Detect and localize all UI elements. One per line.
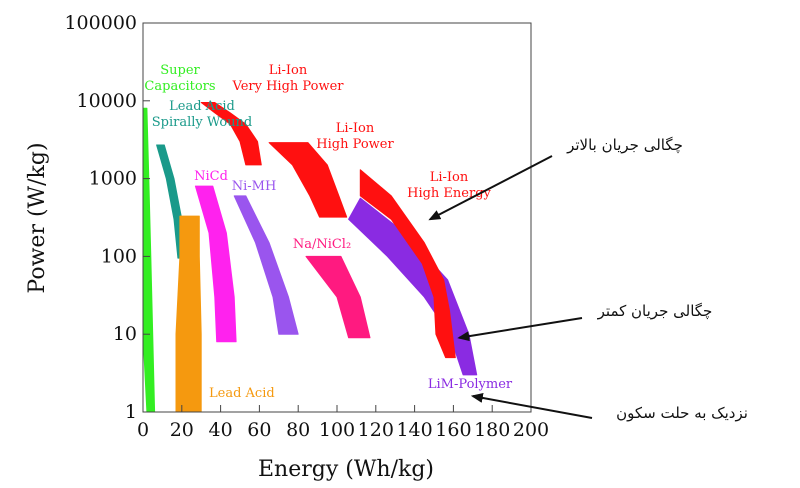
region-label-line: Very High Power — [232, 79, 345, 94]
region-label-lead-acid-spirally-wound: Lead Acid Spirally Wound — [152, 99, 253, 130]
x-tick-label: 200 — [513, 419, 549, 441]
x-tick-label: 20 — [170, 419, 194, 441]
region-label-li-ion-very-high-power: Li-Ion Very High Power — [232, 63, 345, 94]
region-label-line: Super — [160, 63, 200, 78]
region-label-line: Lead Acid — [209, 386, 275, 401]
region-label-ni-mh: Ni-MH — [232, 179, 277, 194]
x-tick-label: 140 — [396, 419, 432, 441]
annotation-text: چگالی جریان کمتر — [597, 302, 713, 320]
region-label-line: Li-Ion — [336, 121, 375, 136]
regions-layer — [142, 102, 478, 413]
region-label-line: High Power — [316, 137, 394, 152]
region-label-line: Li-Ion — [430, 170, 469, 185]
region-ni-mh — [233, 195, 299, 335]
region-label-line: Ni-MH — [232, 179, 277, 194]
x-tick-label: 160 — [435, 419, 471, 441]
region-label-line: Lead Acid — [169, 99, 235, 114]
region-label-line: Li-Ion — [269, 63, 308, 78]
region-nicd — [194, 185, 237, 343]
annotation-arrow — [470, 393, 593, 419]
x-tick-label: 180 — [474, 419, 510, 441]
x-tick-label: 60 — [247, 419, 271, 441]
annotation-arrow — [457, 317, 583, 342]
ticks-layer: 0 20 40 60 80 100 120 140 160 180 2001101001000100… — [64, 12, 549, 441]
y-tick-label: 100 — [101, 245, 137, 267]
region-label-line: Spirally Wound — [152, 115, 253, 130]
region-label-line: Capacitors — [144, 79, 215, 94]
y-tick-label: 1 — [125, 401, 137, 423]
region-lead-acid-spirally-wound — [156, 144, 187, 259]
region-label-line: LiM-Polymer — [428, 377, 513, 392]
region-li-ion-high-power — [268, 142, 348, 218]
x-tick-label: 100 — [319, 419, 355, 441]
x-tick-label: 80 — [286, 419, 310, 441]
annotation-text: نزدیک به حلت سکون — [616, 404, 748, 422]
annotations-layer: چگالی جریان بالاتر چگالی جریان کمتر نزدیک … — [428, 136, 748, 422]
region-label-line: Na/NiCl₂ — [293, 237, 351, 252]
region-super-capacitors — [142, 107, 156, 413]
x-tick-label: 0 — [137, 419, 149, 441]
region-li-ion-high-energy — [359, 169, 456, 359]
y-tick-label: 100000 — [64, 12, 137, 34]
y-tick-label: 10000 — [77, 90, 137, 112]
y-tick-label: 10 — [113, 323, 137, 345]
region-li-ion-very-high-power — [200, 102, 262, 166]
region-na-nicl2 — [305, 255, 371, 339]
x-axis-label: Energy (Wh/kg) — [258, 457, 434, 482]
region-label-li-ion-high-power: Li-Ion High Power — [316, 121, 394, 152]
x-tick-label: 120 — [358, 419, 394, 441]
x-tick-label: 40 — [209, 419, 233, 441]
region-lim-polymer — [348, 197, 478, 376]
region-label-line: NiCd — [194, 169, 228, 184]
region-lead-acid — [175, 215, 202, 413]
region-label-nicd: NiCd — [194, 169, 228, 184]
y-tick-label: 1000 — [89, 168, 137, 190]
region-label-lim-polymer: LiM-Polymer — [428, 377, 513, 392]
region-label-na-nicl2: Na/NiCl₂ — [293, 237, 351, 252]
y-axis-label: Power (W/kg) — [25, 142, 50, 293]
region-label-lead-acid: Lead Acid — [209, 386, 275, 401]
annotation-arrow — [428, 155, 553, 221]
region-label-li-ion-high-energy: Li-Ion High Energy — [407, 170, 491, 201]
annotation-text: چگالی جریان بالاتر — [566, 136, 683, 154]
region-label-super-capacitors: Super Capacitors — [144, 63, 215, 94]
